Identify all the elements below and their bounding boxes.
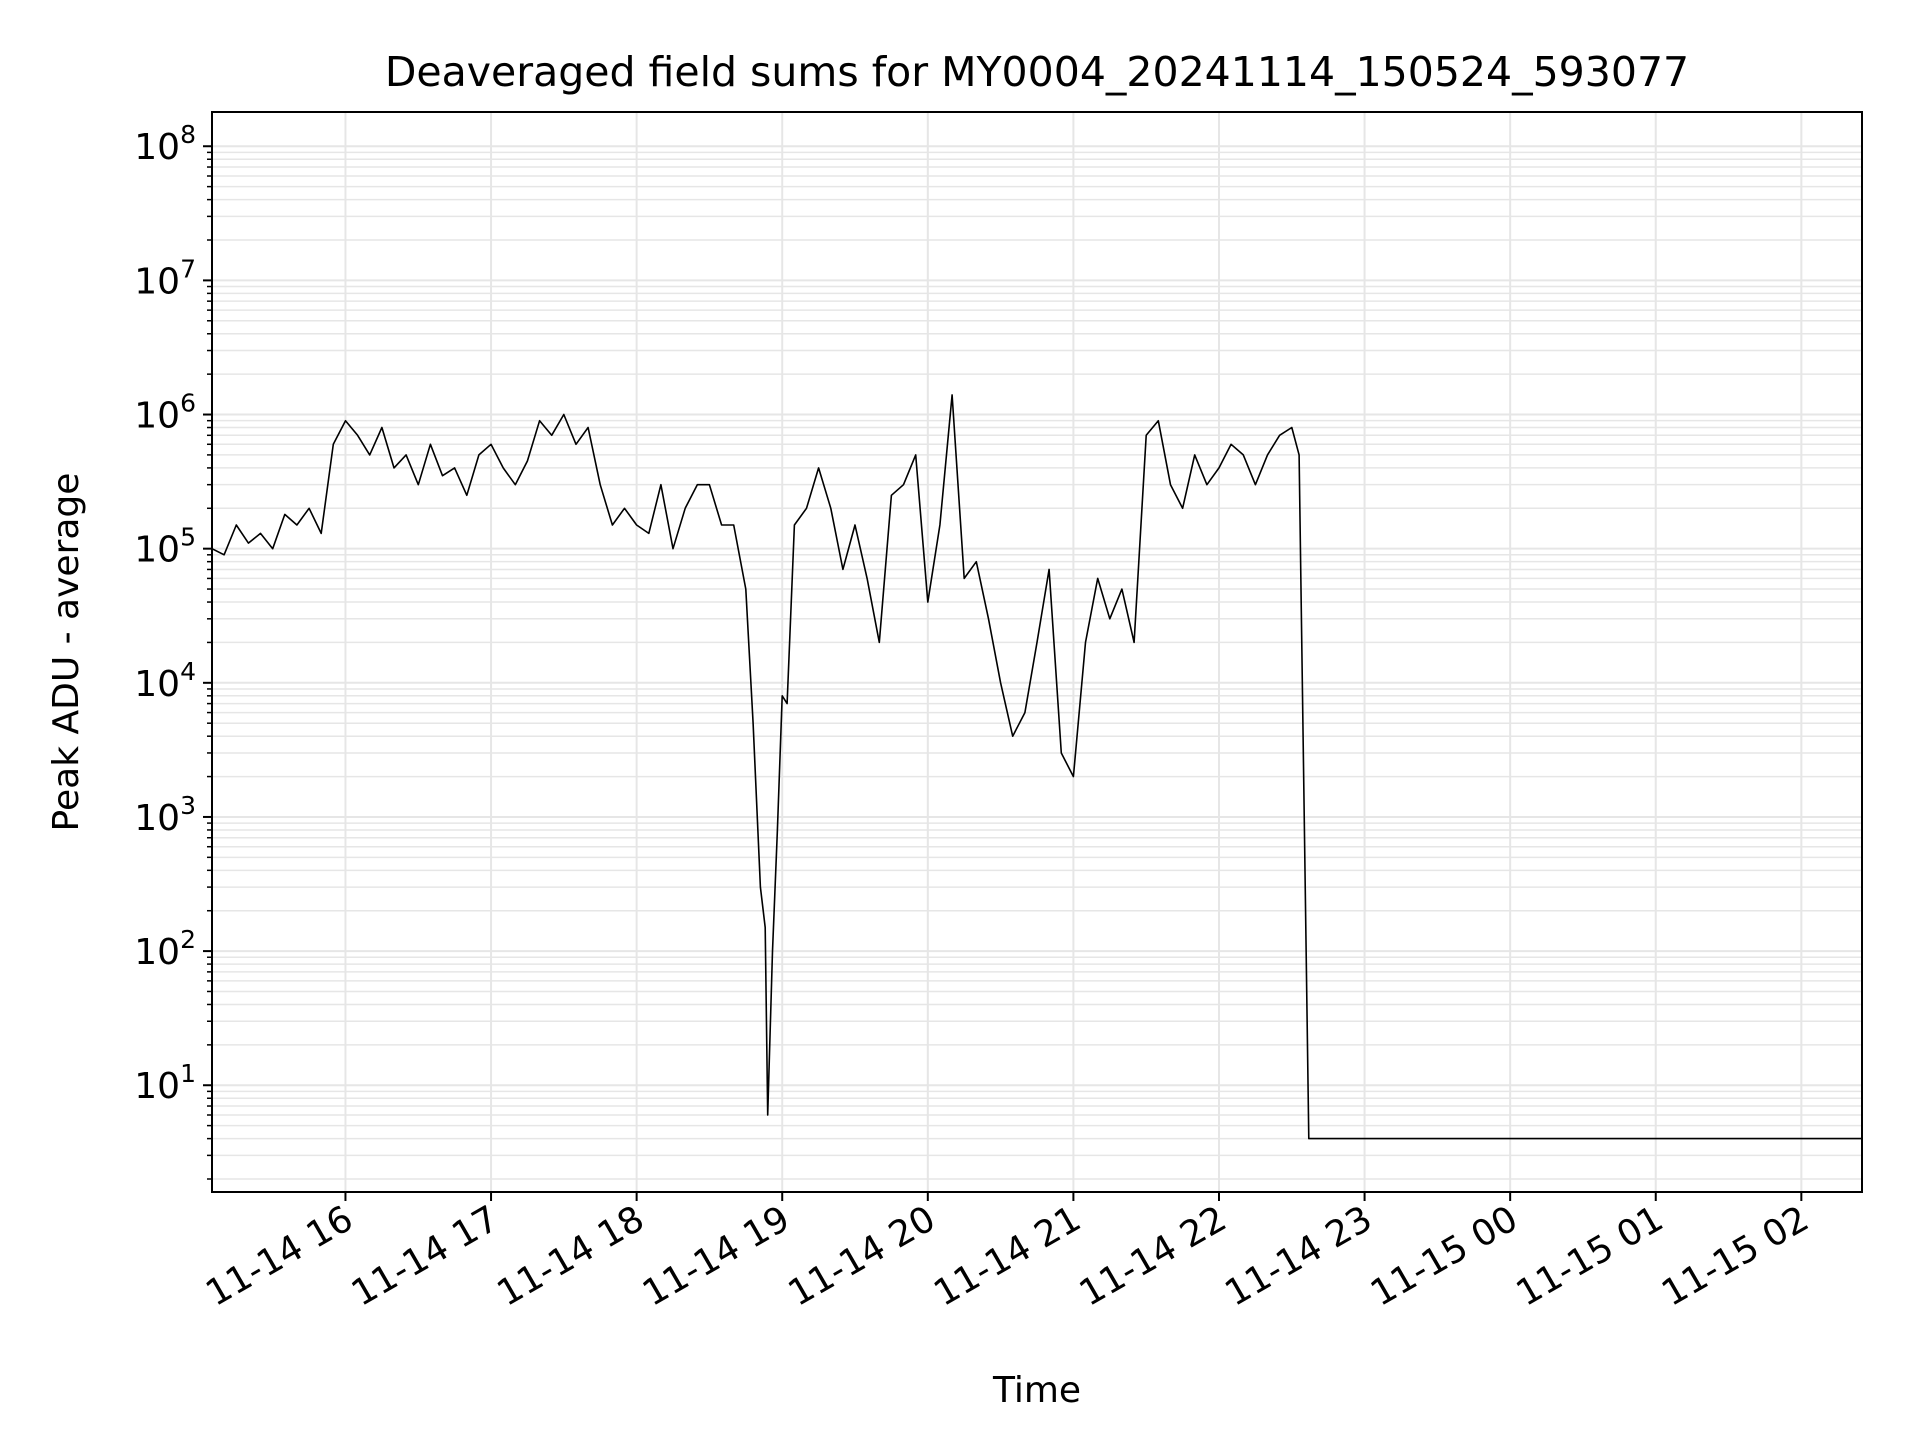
x-axis-label: Time: [992, 1370, 1081, 1411]
y-axis-label: Peak ADU - average: [46, 473, 87, 832]
y-tick-label: 108: [134, 120, 196, 168]
y-tick-label: 107: [134, 254, 196, 302]
data-series-line: [211, 394, 1862, 1140]
y-tick-label: 105: [134, 523, 196, 571]
y-tick-label: 101: [134, 1059, 196, 1107]
y-tick-label: 102: [134, 925, 196, 973]
y-tick-label: 103: [134, 791, 196, 839]
chart-title: Deaveraged field sums for MY0004_2024111…: [385, 48, 1689, 96]
plot-frame: [211, 111, 1863, 1193]
y-tick-label: 106: [134, 389, 196, 437]
y-tick-label: 104: [134, 657, 196, 705]
series-layer: [211, 394, 1862, 1140]
grid: [212, 112, 1862, 1192]
